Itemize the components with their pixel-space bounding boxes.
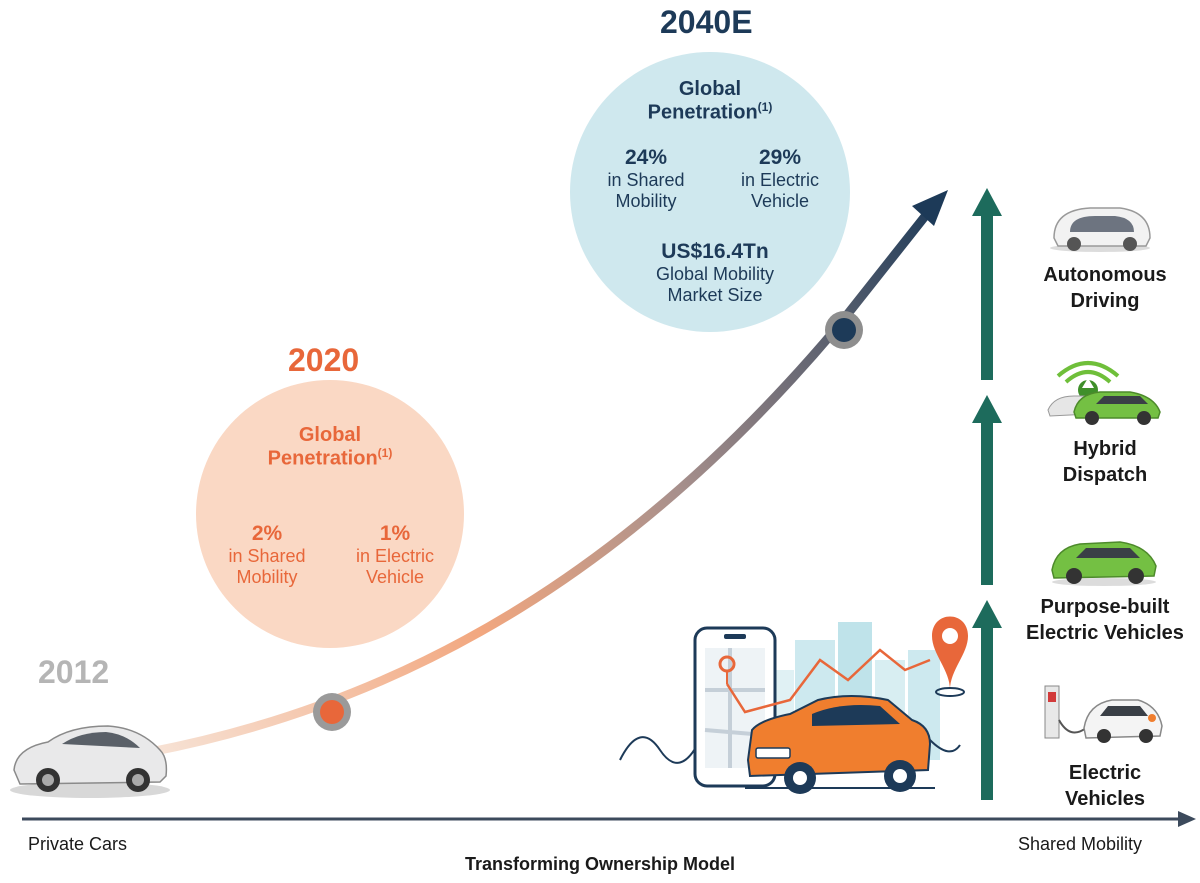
stage-label-electric-vehicles: Electric Vehicles (1064, 762, 1146, 810)
penetration-2020-bubble (196, 380, 464, 648)
axis-title: Transforming Ownership Model (464, 854, 736, 874)
stat-2020-shared: 2% in Shared Mobility (228, 522, 306, 587)
hybrid-dispatch-car-icon (1047, 361, 1161, 425)
penetration-2040-bubble (570, 52, 850, 332)
ownership-axis-arrowhead (1178, 811, 1196, 827)
year-2040e-label: 2040E (660, 4, 753, 40)
green-ev-car-icon (1051, 541, 1157, 586)
stat-2020-electric: 1% in Electric Vehicle (355, 522, 435, 587)
year-2020-label: 2020 (288, 342, 360, 378)
growth-curve-arrowhead (912, 190, 948, 226)
market-size-2040: US$16.4Tn Global Mobility Market Size (655, 240, 775, 305)
axis-right-label: Shared Mobility (1018, 834, 1143, 854)
penetration-2040-title: Global Penetration(1) (647, 78, 773, 124)
charging-car-icon (1044, 685, 1163, 743)
penetration-2020-title: Global Penetration(1) (267, 424, 393, 470)
axis-left-label: Private Cars (28, 834, 128, 854)
private-car-icon (10, 725, 170, 798)
stage-label-autonomous-driving: Autonomous Driving (1043, 264, 1167, 312)
ride-hailing-illustration (619, 616, 968, 794)
year-2012-label: 2012 (38, 654, 110, 690)
stage-label-purpose-built-ev: Purpose-built Electric Vehicles (1026, 596, 1184, 644)
growth-curve (145, 205, 935, 757)
stat-2040-electric: 29% in Electric Vehicle (740, 146, 820, 211)
stage-arrows (972, 188, 1002, 800)
stat-2040-shared: 24% in Shared Mobility (607, 146, 685, 211)
stage-label-hybrid-dispatch: Hybrid Dispatch (1062, 438, 1148, 486)
autonomous-pod-icon (1050, 207, 1151, 252)
